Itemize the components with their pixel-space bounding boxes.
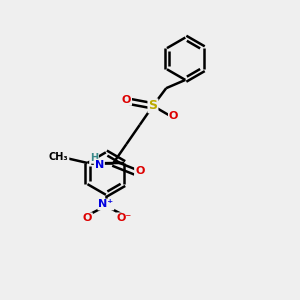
Text: O: O [135,166,144,176]
Text: S: S [148,99,158,112]
Text: O⁻: O⁻ [117,213,132,223]
Text: CH₃: CH₃ [49,152,68,162]
Text: O: O [82,213,92,223]
Text: O: O [169,111,178,121]
Text: N⁺: N⁺ [98,200,113,209]
Text: O: O [122,95,131,105]
Text: N: N [95,160,104,170]
Text: H: H [90,153,98,163]
